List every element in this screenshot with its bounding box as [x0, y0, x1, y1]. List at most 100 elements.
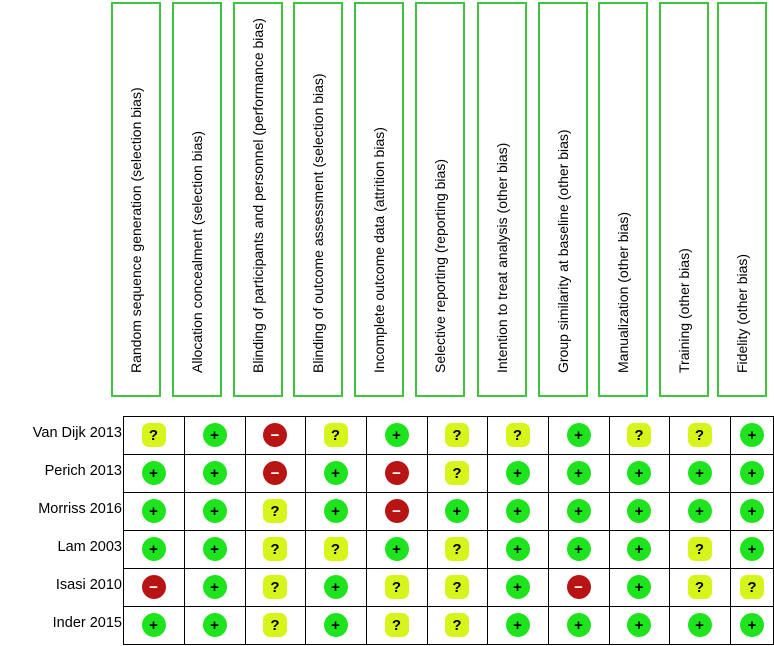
risk-symbol: ? — [694, 540, 705, 558]
risk-symbol: + — [747, 540, 757, 558]
grid-column-line — [669, 416, 670, 644]
risk-symbol: + — [210, 616, 219, 634]
risk-symbol: ? — [694, 578, 705, 596]
risk-symbol: ? — [270, 578, 280, 596]
domain-header-11: Fidelity (other bias) — [717, 2, 767, 397]
study-label: Isasi 2010 — [55, 577, 122, 593]
grid-row-line — [123, 644, 774, 645]
risk-unclear-icon: ? — [141, 423, 166, 447]
risk-symbol: ? — [747, 578, 757, 596]
risk-unclear-icon: ? — [445, 461, 469, 485]
risk-low-icon: + — [141, 499, 166, 523]
risk-unclear-icon: ? — [505, 423, 530, 447]
risk-low-icon: + — [627, 575, 651, 599]
risk-low-icon: + — [505, 537, 530, 561]
risk-low-icon: + — [566, 461, 591, 485]
study-label: Inder 2015 — [52, 615, 122, 631]
grid-column-line — [305, 416, 306, 644]
risk-low-icon: + — [384, 423, 409, 447]
risk-low-icon: + — [687, 461, 712, 485]
risk-low-icon: + — [141, 537, 166, 561]
domain-header-4: Blinding of outcome assessment (selectio… — [293, 2, 343, 397]
risk-low-icon: + — [505, 575, 530, 599]
grid-column-line — [609, 416, 610, 644]
risk-symbol: + — [331, 616, 340, 634]
risk-symbol: − — [392, 464, 401, 482]
risk-symbol: ? — [270, 502, 280, 520]
grid-row-line — [123, 492, 774, 493]
risk-symbol: ? — [391, 578, 402, 596]
risk-low-icon: + — [740, 499, 764, 523]
risk-symbol: + — [747, 502, 757, 520]
risk-symbol: ? — [452, 426, 462, 444]
domain-header-8: Group similarity at baseline (other bias… — [538, 2, 588, 397]
grid-column-line — [487, 416, 488, 644]
risk-symbol: + — [392, 426, 401, 444]
risk-low-icon: + — [323, 575, 348, 599]
domain-header-10: Training (other bias) — [659, 2, 709, 397]
risk-symbol: + — [695, 464, 704, 482]
risk-unclear-icon: ? — [687, 575, 712, 599]
domain-header-label: Blinding of outcome assessment (selectio… — [310, 73, 326, 373]
risk-symbol: ? — [452, 540, 462, 558]
risk-low-icon: + — [566, 499, 591, 523]
risk-symbol: + — [634, 616, 644, 634]
risk-low-icon: + — [384, 537, 409, 561]
risk-unclear-icon: ? — [263, 575, 287, 599]
risk-low-icon: + — [202, 499, 227, 523]
domain-header-label: Manualization (other bias) — [615, 211, 631, 373]
grid-column-line — [184, 416, 185, 644]
risk-unclear-icon: ? — [263, 537, 287, 561]
risk-low-icon: + — [740, 537, 764, 561]
risk-low-icon: + — [505, 499, 530, 523]
risk-symbol: − — [574, 578, 583, 596]
risk-symbol: ? — [634, 426, 644, 444]
risk-low-icon: + — [323, 613, 348, 637]
grid-row-line — [123, 530, 774, 531]
risk-low-icon: + — [505, 613, 530, 637]
domain-header-label: Allocation concealment (selection bias) — [189, 130, 205, 373]
risk-symbol: + — [695, 616, 704, 634]
risk-symbol: ? — [270, 540, 280, 558]
risk-low-icon: + — [740, 461, 764, 485]
domain-header-2: Allocation concealment (selection bias) — [172, 2, 222, 397]
risk-low-icon: + — [687, 613, 712, 637]
risk-symbol: + — [513, 502, 522, 520]
risk-symbol: + — [210, 578, 219, 596]
risk-symbol: + — [452, 502, 462, 520]
risk-symbol: + — [210, 502, 219, 520]
risk-low-icon: + — [566, 537, 591, 561]
risk-symbol: − — [270, 426, 280, 444]
risk-symbol: + — [634, 540, 644, 558]
risk-symbol: + — [574, 426, 583, 444]
risk-symbol: ? — [148, 426, 159, 444]
study-label: Lam 2003 — [57, 539, 123, 555]
study-label: Perich 2013 — [44, 463, 122, 479]
risk-symbol: ? — [391, 616, 402, 634]
risk-low-icon: + — [687, 499, 712, 523]
risk-unclear-icon: ? — [445, 537, 469, 561]
risk-symbol: ? — [330, 540, 341, 558]
risk-symbol: + — [149, 502, 158, 520]
risk-symbol: + — [513, 540, 522, 558]
risk-symbol: − — [149, 578, 158, 596]
grid-column-line — [548, 416, 549, 644]
risk-low-icon: + — [323, 499, 348, 523]
risk-high-icon: − — [263, 423, 287, 447]
grid-row-line — [123, 606, 774, 607]
risk-unclear-icon: ? — [445, 613, 469, 637]
risk-unclear-icon: ? — [687, 537, 712, 561]
risk-unclear-icon: ? — [323, 537, 348, 561]
grid-column-line — [730, 416, 731, 644]
domain-header-label: Group similarity at baseline (other bias… — [555, 129, 571, 373]
grid-column-line — [366, 416, 367, 644]
risk-unclear-icon: ? — [323, 423, 348, 447]
risk-low-icon: + — [627, 537, 651, 561]
risk-symbol: + — [331, 464, 340, 482]
grid-row-line — [123, 416, 774, 417]
risk-symbol: ? — [270, 616, 280, 634]
risk-low-icon: + — [202, 537, 227, 561]
domain-header-label: Training (other bias) — [676, 248, 692, 373]
risk-low-icon: + — [627, 613, 651, 637]
risk-low-icon: + — [566, 423, 591, 447]
